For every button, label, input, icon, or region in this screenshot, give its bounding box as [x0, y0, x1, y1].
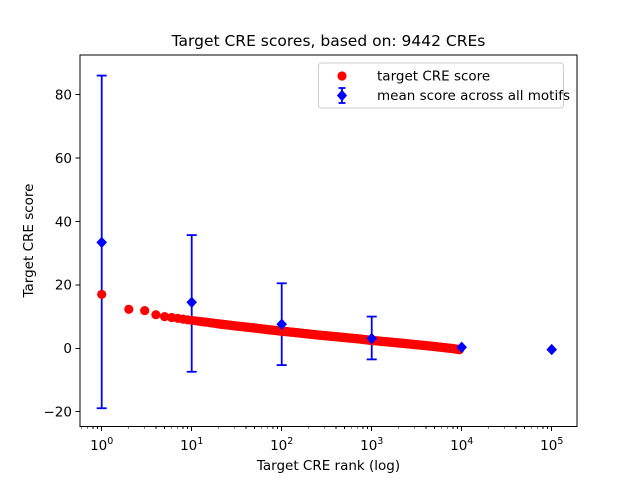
- mean-score-diamond: [456, 341, 467, 353]
- legend-box: [318, 62, 564, 109]
- mean-score-diamond: [366, 332, 377, 345]
- mean-score-diamond: [186, 296, 197, 308]
- y-tick-label: 60: [55, 151, 72, 167]
- target-score-point: [97, 289, 107, 299]
- x-tick-label: 102: [270, 436, 293, 454]
- y-axis-ticks: −20 0 20 40 60 80: [44, 87, 80, 421]
- x-tick-label: 104: [450, 436, 473, 454]
- mean-score-diamond: [96, 236, 107, 249]
- x-axis-ticks: 100 101 102 103 104 105: [81, 426, 563, 454]
- mean-score-errorbars: [96, 74, 377, 410]
- legend-mean-score-diamond-icon: [336, 87, 348, 104]
- y-tick-label: 80: [55, 87, 72, 103]
- y-axis-label: Target CRE score: [21, 184, 37, 299]
- mean-score-markers: [96, 236, 557, 356]
- mean-score-diamond: [276, 318, 287, 330]
- legend-label-target-score: target CRE score: [377, 69, 490, 85]
- target-score-point: [151, 310, 161, 320]
- chart-title: Target CRE scores, based on: 9442 CREs: [171, 32, 486, 50]
- y-tick-label: −20: [44, 405, 73, 421]
- legend: target CRE score mean score across all m…: [318, 62, 570, 109]
- y-tick-label: 40: [55, 214, 72, 230]
- plot-border: [79, 54, 578, 427]
- mean-score-diamond: [546, 343, 557, 356]
- y-tick-label: 0: [63, 341, 72, 357]
- x-tick-label: 101: [180, 436, 203, 454]
- x-tick-label: 100: [90, 436, 113, 454]
- target-score-point: [160, 312, 170, 322]
- x-tick-label: 103: [360, 436, 383, 454]
- x-tick-label: 105: [540, 436, 563, 454]
- target-score-point: [124, 304, 134, 314]
- x-axis-label: Target CRE rank (log): [256, 458, 400, 474]
- legend-label-mean-score: mean score across all motifs: [377, 88, 570, 104]
- y-tick-label: 20: [55, 278, 72, 294]
- legend-target-score-dot-icon: [337, 71, 347, 81]
- target-score-point: [140, 306, 150, 316]
